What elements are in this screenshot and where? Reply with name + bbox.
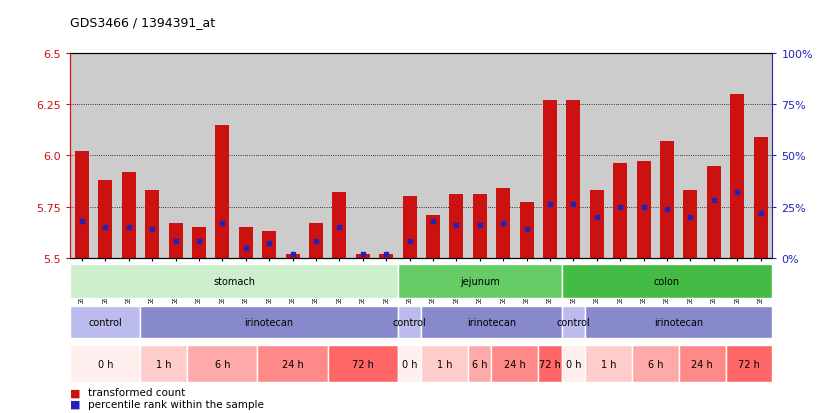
Bar: [585, 306, 772, 338]
Bar: [356, 254, 370, 258]
Text: 24 h: 24 h: [504, 358, 525, 369]
Bar: [426, 215, 440, 258]
Text: transformed count: transformed count: [88, 387, 186, 397]
Bar: [70, 306, 140, 338]
Bar: [262, 232, 276, 258]
Text: stomach: stomach: [213, 276, 255, 286]
Bar: [328, 346, 398, 382]
Bar: [725, 346, 772, 382]
Bar: [216, 125, 230, 258]
Text: 0 h: 0 h: [401, 358, 417, 369]
Bar: [585, 346, 632, 382]
Bar: [590, 191, 604, 258]
Text: ■: ■: [70, 399, 81, 409]
Bar: [637, 162, 651, 258]
Text: 6 h: 6 h: [215, 358, 230, 369]
Text: irinotecan: irinotecan: [467, 317, 516, 327]
Bar: [239, 228, 253, 258]
Bar: [539, 346, 562, 382]
Bar: [192, 228, 206, 258]
Bar: [332, 193, 346, 258]
Bar: [496, 189, 510, 258]
Text: 1 h: 1 h: [156, 358, 172, 369]
Bar: [520, 203, 534, 258]
Text: 6 h: 6 h: [648, 358, 663, 369]
Bar: [145, 191, 159, 258]
Text: irinotecan: irinotecan: [244, 317, 294, 327]
Bar: [398, 265, 562, 298]
Bar: [491, 346, 539, 382]
Bar: [543, 101, 557, 258]
Bar: [660, 142, 674, 258]
Bar: [402, 197, 416, 258]
Text: 24 h: 24 h: [691, 358, 713, 369]
Text: 24 h: 24 h: [282, 358, 303, 369]
Bar: [379, 254, 393, 258]
Text: ■: ■: [70, 387, 81, 397]
Bar: [70, 265, 398, 298]
Bar: [562, 346, 585, 382]
Bar: [730, 95, 744, 258]
Bar: [632, 346, 679, 382]
Text: control: control: [392, 317, 426, 327]
Text: 72 h: 72 h: [539, 358, 561, 369]
Bar: [449, 195, 463, 258]
Text: jejunum: jejunum: [460, 276, 500, 286]
Text: GDS3466 / 1394391_at: GDS3466 / 1394391_at: [70, 16, 216, 29]
Bar: [188, 346, 258, 382]
Bar: [75, 152, 89, 258]
Bar: [398, 346, 421, 382]
Bar: [421, 346, 468, 382]
Bar: [707, 166, 721, 258]
Bar: [562, 265, 772, 298]
Bar: [421, 306, 562, 338]
Bar: [468, 346, 491, 382]
Text: 72 h: 72 h: [352, 358, 373, 369]
Text: colon: colon: [654, 276, 680, 286]
Bar: [679, 346, 725, 382]
Bar: [121, 172, 135, 258]
Text: control: control: [557, 317, 591, 327]
Bar: [753, 138, 767, 258]
Text: irinotecan: irinotecan: [654, 317, 703, 327]
Bar: [309, 223, 323, 258]
Text: 0 h: 0 h: [97, 358, 113, 369]
Bar: [140, 306, 398, 338]
Bar: [683, 191, 697, 258]
Bar: [169, 223, 183, 258]
Bar: [567, 101, 581, 258]
Bar: [258, 346, 328, 382]
Bar: [98, 180, 112, 258]
Text: percentile rank within the sample: percentile rank within the sample: [88, 399, 264, 409]
Bar: [398, 306, 421, 338]
Text: 72 h: 72 h: [738, 358, 760, 369]
Text: 1 h: 1 h: [601, 358, 616, 369]
Text: 1 h: 1 h: [437, 358, 453, 369]
Bar: [562, 306, 585, 338]
Text: 0 h: 0 h: [566, 358, 582, 369]
Bar: [472, 195, 487, 258]
Bar: [70, 346, 140, 382]
Bar: [140, 346, 188, 382]
Text: 6 h: 6 h: [472, 358, 487, 369]
Text: control: control: [88, 317, 122, 327]
Bar: [613, 164, 627, 258]
Bar: [286, 254, 300, 258]
